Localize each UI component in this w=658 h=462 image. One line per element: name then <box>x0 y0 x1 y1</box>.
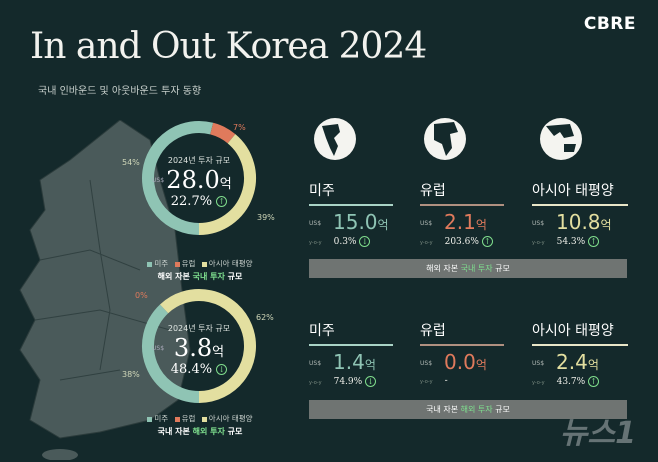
region-value: 15.0억 <box>333 210 389 234</box>
yoy: 22.7% ↑ <box>144 194 254 209</box>
region-yoy: y-o-y 74.9% ↓ <box>309 376 393 387</box>
globe-asia-icon <box>540 118 582 160</box>
region-value: 1.4억 <box>333 350 376 374</box>
globe-americas-icon <box>314 118 356 160</box>
region-name: 아시아 태평양 <box>532 320 628 346</box>
region-name: 아시아 태평양 <box>532 180 628 206</box>
yoy: 48.4% ↓ <box>144 362 254 377</box>
currency: US$ <box>309 360 322 367</box>
outbound-bar-caption: 국내 자본 해외 투자 규모 <box>309 400 627 419</box>
currency: US$ <box>420 220 433 227</box>
currency: US$ <box>420 360 433 367</box>
region-value: 10.8억 <box>556 210 612 234</box>
inbound-bar-caption: 해외 자본 국내 투자 규모 <box>309 259 627 278</box>
total-value: 3.8억 <box>173 334 225 362</box>
region-yoy: y-o-y 203.6% ↑ <box>420 236 504 247</box>
inbound-region-1: 유럽 US$ 2.1억 y-o-y 203.6% ↑ <box>420 180 504 247</box>
inbound-donut <box>142 121 256 235</box>
asia-pct: 39% <box>257 213 275 222</box>
page-subtitle: 국내 인바운드 및 아웃바운드 투자 동향 <box>38 86 202 97</box>
region-value: 2.4억 <box>556 350 599 374</box>
cbre-logo: CBRE <box>583 14 636 34</box>
europe-pct: 7% <box>233 123 246 132</box>
year-label: 2024년 투자 규모 <box>167 324 231 333</box>
currency: US$ <box>152 345 165 352</box>
outbound-caption: 국내 자본 해외 투자 규모 <box>157 427 243 436</box>
region-value: 0.0억 <box>444 350 487 374</box>
arrow-down-icon: ↓ <box>359 236 371 247</box>
currency: US$ <box>532 360 545 367</box>
year-label: 2024년 투자 규모 <box>167 156 231 165</box>
region-value: 2.1억 <box>444 210 487 234</box>
donut-segment-europe <box>209 122 236 144</box>
currency: US$ <box>309 220 322 227</box>
inbound-caption: 해외 자본 국내 투자 규모 <box>157 272 243 281</box>
donut-segment-americas <box>142 121 214 235</box>
arrow-up-icon: ↑ <box>588 236 600 247</box>
donut-segment-asia-pacific <box>159 289 256 403</box>
news1-watermark: 뉴스1 <box>559 416 636 451</box>
region-name: 유럽 <box>420 180 504 206</box>
arrow-down-icon: ↓ <box>365 376 377 387</box>
europe-pct: 0% <box>135 291 148 300</box>
outbound-region-2: 아시아 태평양 US$ 2.4억 y-o-y 43.7% ↑ <box>532 320 628 387</box>
globe-europe-icon <box>424 118 466 160</box>
arrow-up-icon: ↑ <box>481 236 493 247</box>
donut-segment-asia-pacific <box>198 134 256 235</box>
region-name: 미주 <box>309 180 393 206</box>
page-title: In and Out Korea 2024 <box>30 26 427 67</box>
currency: US$ <box>152 177 165 184</box>
region-yoy: y-o-y - <box>420 376 448 386</box>
total-value: 28.0억 <box>166 166 232 194</box>
region-yoy: y-o-y 54.3% ↑ <box>532 236 628 247</box>
asia-pct: 62% <box>256 313 274 322</box>
region-name: 미주 <box>309 320 393 346</box>
donut-segment-americas <box>142 304 200 403</box>
outbound-donut <box>142 289 256 403</box>
outbound-region-0: 미주 US$ 1.4억 y-o-y 74.9% ↓ <box>309 320 393 387</box>
inbound-region-2: 아시아 태평양 US$ 10.8억 y-o-y 54.3% ↑ <box>532 180 628 247</box>
inbound-region-0: 미주 US$ 15.0억 y-o-y 0.3% ↓ <box>309 180 393 247</box>
inbound-legend: 미주 유럽 아시아 태평양 <box>120 258 280 269</box>
arrow-down-icon: ↓ <box>216 364 228 375</box>
americas-pct: 54% <box>122 158 140 167</box>
region-name: 유럽 <box>420 320 504 346</box>
outbound-donut-center: 2024년 투자 규모 US$ 3.8억 48.4% ↓ <box>144 323 254 377</box>
region-yoy: y-o-y 0.3% ↓ <box>309 236 393 247</box>
region-yoy: y-o-y 43.7% ↑ <box>532 376 628 387</box>
outbound-region-1: 유럽 US$ 0.0억 y-o-y - <box>420 320 504 386</box>
americas-pct: 38% <box>122 370 140 379</box>
outbound-legend: 미주 유럽 아시아 태평양 <box>120 413 280 424</box>
currency: US$ <box>532 220 545 227</box>
arrow-up-icon: ↑ <box>588 376 600 387</box>
arrow-up-icon: ↑ <box>216 196 228 207</box>
inbound-donut-center: 2024년 투자 규모 US$ 28.0억 22.7% ↑ <box>144 155 254 209</box>
